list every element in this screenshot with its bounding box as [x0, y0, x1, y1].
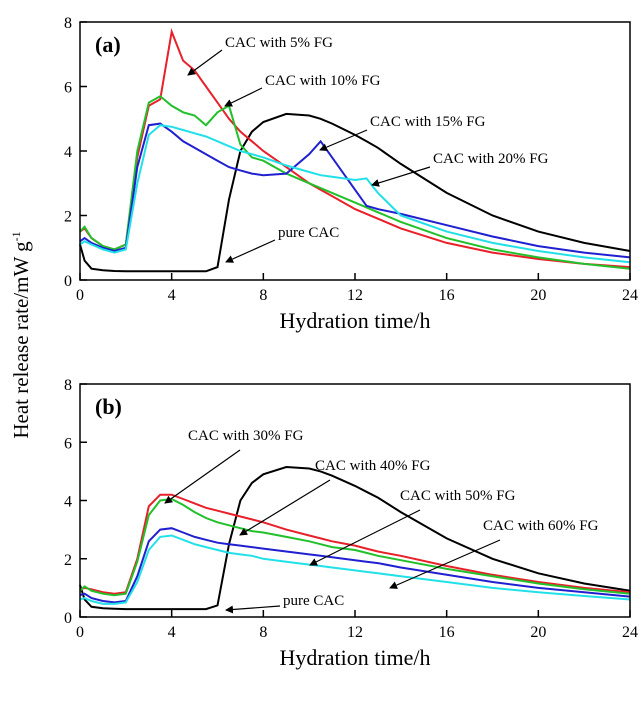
line-series [79, 465, 631, 611]
line-series [79, 493, 631, 595]
y-axis-label-superscript: -1 [9, 231, 23, 241]
y-tick-label: 6 [64, 80, 72, 97]
x-axis-label: Hydration time/h [280, 308, 431, 333]
annotation-arrow [187, 49, 223, 76]
line-series [79, 534, 631, 605]
line-series [79, 94, 631, 270]
x-tick-label: 4 [168, 624, 176, 641]
y-axis-label: Heat release rate/mW g-1 [9, 231, 33, 438]
annotation-arrow [225, 605, 281, 614]
x-tick-label: 8 [259, 287, 267, 304]
annotation-arrow [225, 239, 276, 263]
annotation: CAC with 15% FG [370, 114, 486, 130]
line-series [79, 124, 631, 264]
x-tick-label: 12 [347, 624, 363, 641]
x-tick-label: 4 [168, 287, 176, 304]
line-series [79, 527, 631, 604]
annotation-arrow [309, 509, 421, 566]
annotation-arrow [224, 87, 263, 107]
annotation: CAC with 30% FG [188, 428, 304, 444]
x-tick-label: 20 [530, 624, 546, 641]
x-tick-label: 16 [439, 624, 455, 641]
x-tick-label: 20 [530, 287, 546, 304]
line-series [79, 497, 631, 597]
x-tick-label: 0 [76, 624, 84, 641]
y-tick-label: 2 [64, 552, 72, 569]
x-tick-label: 8 [259, 624, 267, 641]
annotation: pure CAC [278, 225, 339, 241]
annotation-arrow [389, 539, 501, 589]
y-tick-label: 8 [64, 377, 72, 394]
panel-label: (a) [95, 32, 121, 57]
annotation: pure CAC [283, 593, 344, 609]
x-tick-label: 24 [622, 287, 638, 304]
y-tick-label: 0 [64, 610, 72, 627]
annotation-arrow [239, 479, 331, 536]
y-tick-label: 8 [64, 15, 72, 32]
annotation: CAC with 5% FG [225, 35, 333, 51]
line-series [79, 27, 631, 269]
y-tick-label: 2 [64, 209, 72, 226]
panel-label: (b) [95, 394, 122, 419]
annotation-arrow [319, 129, 368, 151]
annotation: CAC with 60% FG [483, 518, 599, 534]
annotation: CAC with 20% FG [433, 151, 549, 167]
annotation-arrow [371, 166, 431, 187]
x-tick-label: 0 [76, 287, 84, 304]
x-tick-label: 24 [622, 624, 638, 641]
x-tick-label: 12 [347, 287, 363, 304]
x-axis-label: Hydration time/h [280, 645, 431, 670]
y-tick-label: 6 [64, 435, 72, 452]
x-tick-label: 16 [439, 287, 455, 304]
annotation: CAC with 40% FG [315, 458, 431, 474]
y-tick-label: 4 [64, 144, 72, 161]
y-tick-label: 4 [64, 494, 72, 511]
annotation: CAC with 50% FG [400, 488, 516, 504]
annotation-arrow [164, 449, 241, 504]
y-tick-label: 0 [64, 273, 72, 290]
annotation: CAC with 10% FG [265, 73, 381, 89]
line-series [79, 122, 631, 259]
y-axis-label-text: Heat release rate/mW g [9, 241, 33, 439]
